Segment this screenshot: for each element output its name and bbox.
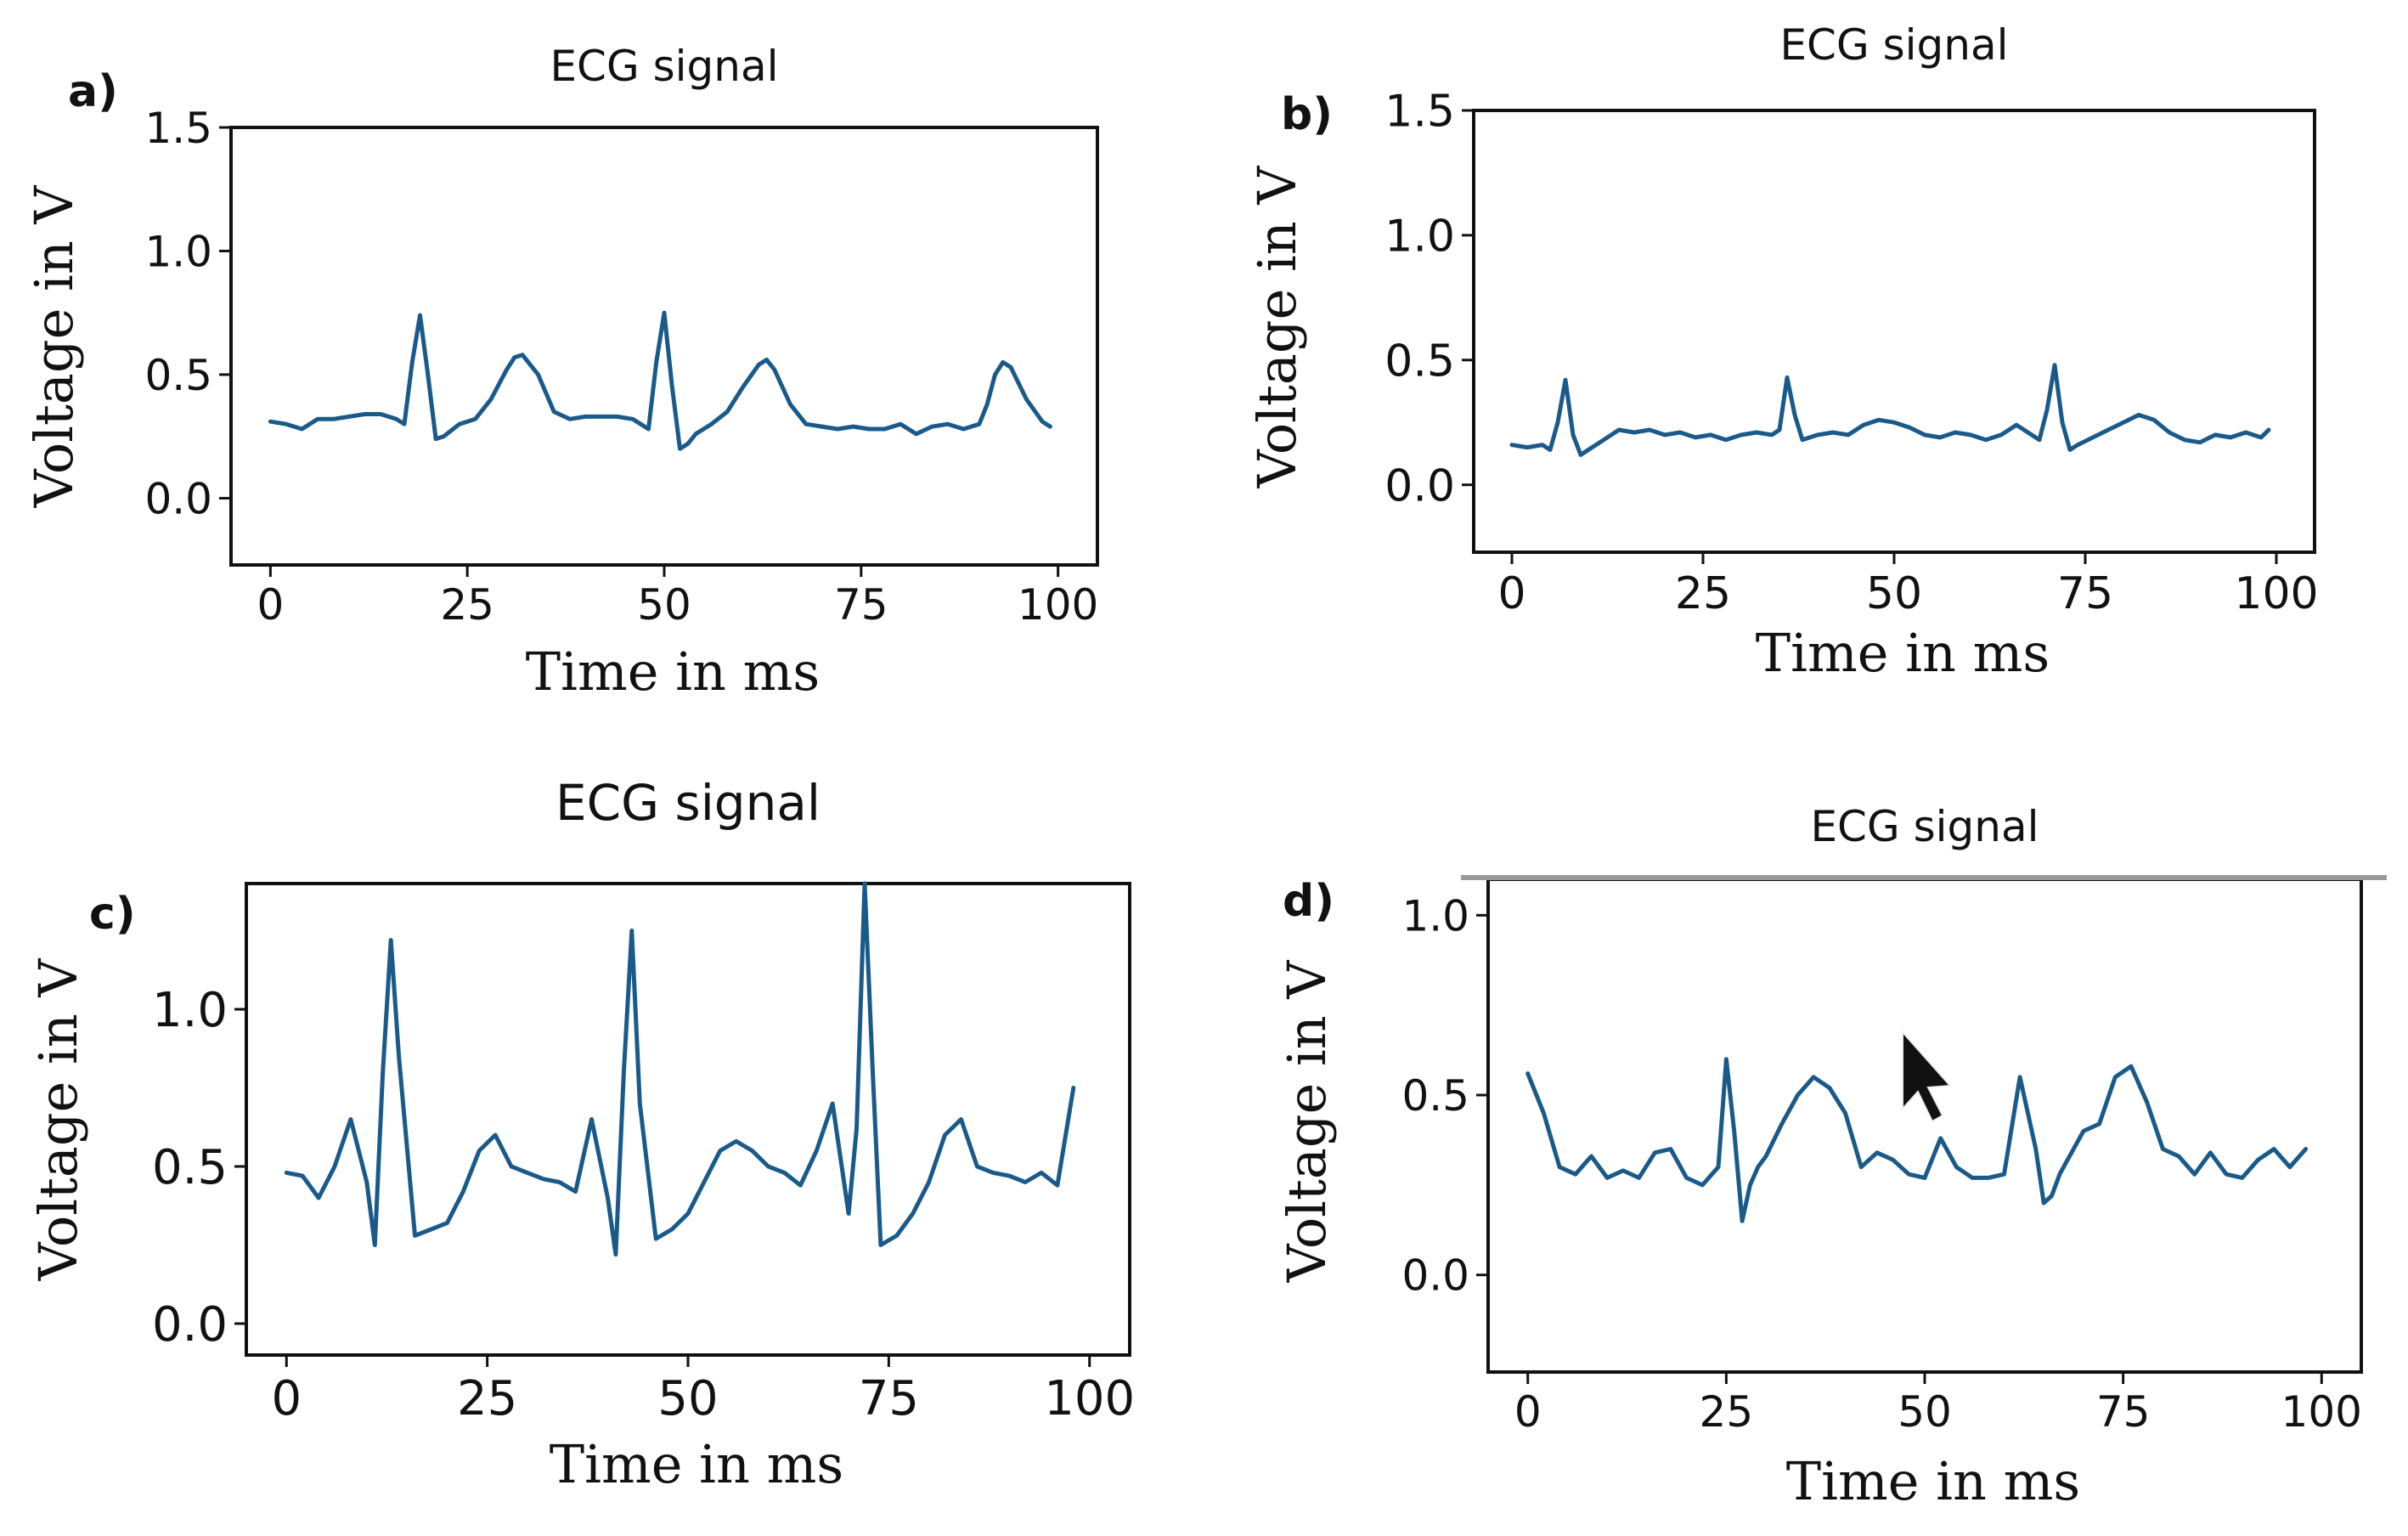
series-line-ecg	[1525, 1057, 2309, 1223]
series-line-ecg	[1509, 363, 2271, 457]
plot-frame	[1472, 109, 2316, 554]
y-axis-label: Voltage in V	[23, 185, 85, 509]
x-tick-label: 50	[657, 1371, 718, 1426]
x-tick-label: 25	[457, 1371, 517, 1426]
x-tick-label: 0	[1514, 1387, 1542, 1437]
x-axis-label: Time in ms	[1756, 622, 2050, 684]
y-tick-label: 0.5	[1401, 1071, 1469, 1121]
x-tick-label: 75	[834, 580, 888, 630]
x-tick-label: 50	[637, 580, 691, 630]
mouse-cursor-icon	[1902, 1030, 1953, 1123]
y-tick-label: 0.5	[152, 1140, 228, 1195]
x-tick-label: 50	[1898, 1387, 1952, 1437]
x-tick-label: 0	[257, 580, 284, 630]
x-tick-label: 75	[2096, 1387, 2151, 1437]
series-line-ecg	[268, 310, 1052, 451]
x-tick-label: 25	[1700, 1387, 1754, 1437]
y-tick-label: 0.5	[1384, 336, 1455, 387]
panel-label: b)	[1281, 89, 1333, 140]
plot-frame	[229, 126, 1099, 567]
x-tick-label: 100	[1044, 1371, 1135, 1426]
x-tick-label: 0	[1497, 568, 1525, 619]
y-tick-label: 1.5	[144, 104, 212, 153]
y-tick-label: 1.5	[1384, 87, 1455, 138]
y-tick-label: 0.0	[144, 474, 212, 523]
x-tick-label: 75	[2057, 568, 2113, 619]
y-tick-label: 0.0	[1401, 1251, 1469, 1301]
x-tick-label: 100	[2281, 1387, 2362, 1437]
x-axis-label: Time in ms	[526, 641, 820, 703]
y-tick-label: 0.0	[152, 1297, 228, 1352]
series-line-ecg	[284, 881, 1076, 1257]
x-axis-label: Time in ms	[1786, 1450, 2080, 1512]
y-tick-label: 1.0	[1384, 212, 1455, 263]
chart-panel-2: ECG signal b) 0 25 50 75 100 0.0 0.5 1.0 1.5 Time i…	[1246, 20, 2319, 684]
x-axis-label: Time in ms	[550, 1433, 843, 1495]
y-axis-label: Voltage in V	[27, 958, 89, 1282]
x-tick-label: 75	[859, 1371, 919, 1426]
y-axis-label: Voltage in V	[1246, 166, 1308, 489]
y-tick-label: 1.0	[144, 227, 212, 276]
x-tick-label: 100	[1018, 580, 1098, 630]
x-tick-label: 50	[1866, 568, 1922, 619]
chart-panel-1: ECG signal a) 0 25 50 75 100 0.0 0.5 1.0 1.5 Time i…	[23, 42, 1099, 703]
panel-label: a)	[68, 66, 118, 117]
x-tick-label: 25	[1675, 568, 1731, 619]
y-tick-label: 1.0	[152, 983, 228, 1038]
chart-title: ECG signal	[555, 774, 821, 832]
y-tick-label: 0.5	[144, 351, 212, 400]
x-tick-label: 100	[2234, 568, 2318, 619]
y-axis-label: Voltage in V	[1276, 960, 1338, 1284]
chart-title: ECG signal	[550, 42, 778, 91]
y-tick-label: 1.0	[1401, 891, 1469, 940]
x-tick-label: 25	[440, 580, 494, 630]
x-tick-label: 0	[271, 1371, 302, 1426]
chart-panel-3: ECG signal c) 0 25 50 75 100 0.0 0.5 1.0 Time in m…	[27, 774, 1135, 1495]
chart-title: ECG signal	[1779, 20, 2008, 70]
plot-frame	[1486, 878, 2363, 1374]
chart-panel-4: ECG signal d) 0 25 50 75 100 0.0 0.5 1.0 Time in m…	[1276, 802, 2363, 1512]
panel-label: c)	[89, 889, 136, 940]
chart-title: ECG signal	[1810, 802, 2039, 851]
y-tick-label: 0.0	[1384, 460, 1455, 511]
panel-label: d)	[1283, 876, 1334, 927]
